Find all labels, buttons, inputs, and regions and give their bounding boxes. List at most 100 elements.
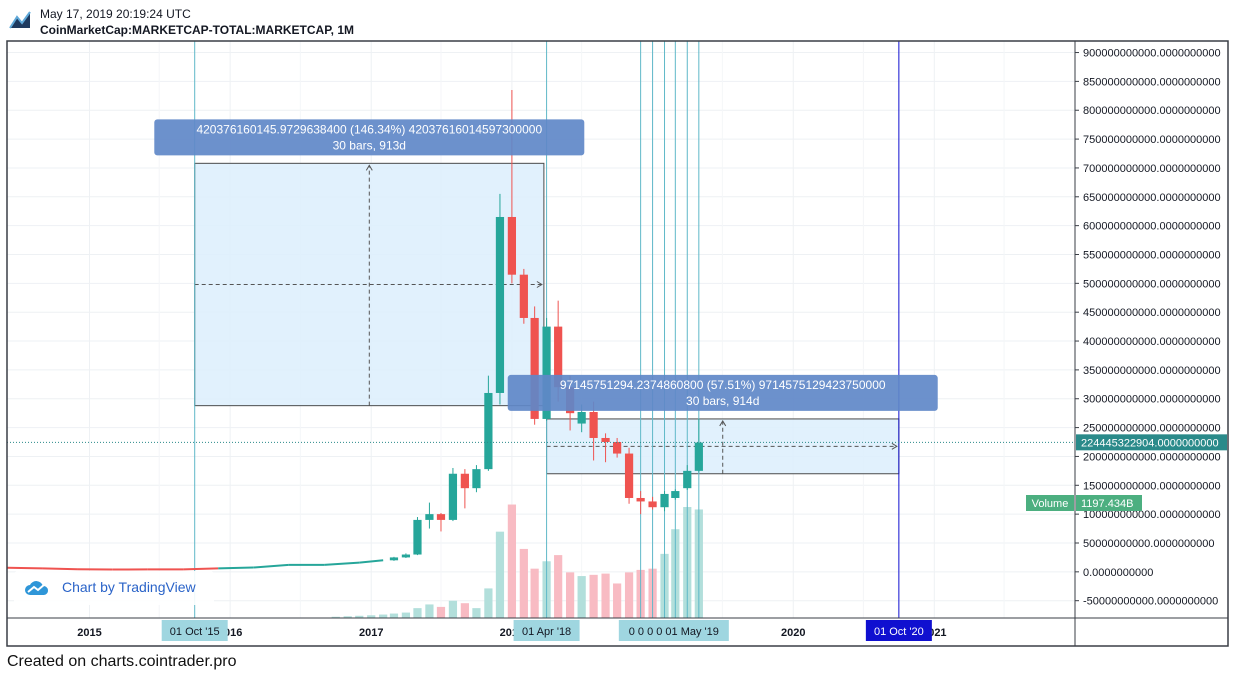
price-series [6, 559, 384, 571]
volume-bar [367, 615, 376, 618]
candle-body [542, 326, 551, 419]
volume-bar [601, 573, 610, 618]
volume-value-label: 1197.434B [1081, 498, 1133, 510]
volume-value-tag [1076, 495, 1142, 511]
volume-bar [613, 583, 622, 618]
volume-bar [554, 555, 563, 618]
series-segment [183, 567, 219, 571]
y-tick-label: 500000000000.0000000000 [1083, 278, 1221, 290]
measure-info-labels: 420376160145.9729638400 (146.34%) 420376… [154, 119, 938, 411]
y-tick-label: 700000000000.0000000000 [1083, 163, 1221, 175]
header-datetime: May 17, 2019 20:19:24 UTC [40, 7, 191, 21]
y-tick-label: 150000000000.0000000000 [1083, 480, 1221, 492]
volume-bar [343, 616, 352, 618]
arrow-up-icon [719, 419, 727, 427]
series-segment [6, 566, 43, 570]
tradingview-branding[interactable]: Chart by TradingView [14, 571, 214, 605]
measure-info-box [154, 119, 585, 156]
volume-bar [436, 606, 446, 618]
date-marker-label: 01 Oct '15 [170, 626, 220, 638]
candle-body [472, 469, 481, 489]
tradingview-cloud-icon [25, 581, 49, 595]
arrow-right-icon [891, 442, 898, 450]
candle-body [554, 326, 563, 388]
candle-body [484, 392, 493, 470]
candle-body [495, 216, 505, 393]
candle-body [507, 216, 517, 275]
x-tick-label: 2020 [781, 627, 805, 639]
candle-body [694, 442, 703, 471]
y-tick-label: 750000000000.0000000000 [1083, 134, 1221, 146]
candle-body [636, 497, 645, 502]
candle-body [519, 274, 528, 318]
y-tick-label: 100000000000.0000000000 [1083, 509, 1221, 521]
volume-bar [495, 531, 505, 618]
chart-header: May 17, 2019 20:19:24 UTC CoinMarketCap:… [0, 0, 1234, 40]
volume-bar [460, 603, 469, 618]
price-chart[interactable]: 420376160145.9729638400 (146.34%) 420376… [0, 40, 1234, 648]
candle-body [671, 491, 680, 498]
x-tick-label: 2017 [359, 627, 383, 639]
x-tick-label: 2015 [77, 627, 101, 639]
volume-bar [577, 576, 586, 618]
volume-bar [355, 615, 364, 618]
y-tick-label: 650000000000.0000000000 [1083, 192, 1221, 204]
current-price-label: 224445322904.0000000000 [1081, 437, 1219, 449]
candle-body [683, 470, 692, 489]
candle-body [460, 473, 469, 489]
series-segment [253, 563, 289, 569]
y-tick-label: 550000000000.0000000000 [1083, 249, 1221, 261]
y-tick-label: 300000000000.0000000000 [1083, 394, 1221, 406]
current-price-tag [1076, 434, 1227, 451]
measure-info-line1: 420376160145.9729638400 (146.34%) 420376… [196, 122, 542, 136]
branding-text[interactable]: Chart by TradingView [62, 579, 196, 595]
candle-body [425, 514, 434, 520]
volume-bar [472, 608, 481, 618]
candles [7, 90, 1075, 561]
arrow-up-icon [365, 164, 373, 171]
candle-body [601, 437, 610, 443]
date-marker-tag [865, 620, 932, 641]
chart-frame [6, 40, 1229, 647]
date-marker-tag [513, 620, 580, 641]
y-tick-label: 0.0000000000 [1083, 567, 1153, 579]
footer-credit: Created on charts.cointrader.pro [7, 653, 237, 670]
y-tick-label: 250000000000.0000000000 [1083, 423, 1221, 435]
volume-bar [624, 572, 634, 618]
series-segment [218, 566, 254, 570]
y-tick-label: 850000000000.0000000000 [1083, 76, 1221, 88]
date-marker-tag [161, 620, 228, 641]
tradingview-logo-icon [8, 8, 32, 32]
measure-boxes[interactable] [194, 162, 900, 475]
volume-bar [331, 616, 340, 618]
volume-bar [425, 604, 434, 618]
candle-body [448, 473, 458, 520]
y-tick-label: 450000000000.0000000000 [1083, 307, 1221, 319]
candle-body [389, 557, 399, 561]
measure-info-line2: 30 bars, 913d [333, 138, 406, 152]
volume-bar [413, 608, 422, 618]
volume-bar [589, 574, 598, 618]
date-markers: 01 Oct '15 01 Apr '18 0 0 0 0 01 May '19 01… [161, 620, 932, 641]
arrow-right-icon [536, 281, 543, 288]
y-tick-label: 900000000000.0000000000 [1083, 48, 1221, 60]
candle-body [436, 514, 446, 520]
header-symbol: CoinMarketCap:MARKETCAP-TOTAL:MARKETCAP,… [40, 23, 355, 37]
candle-body [530, 317, 539, 419]
measure-info-line1: 97145751294.2374860800 (57.51%) 97145751… [560, 378, 886, 392]
volume-name-tag [1026, 495, 1074, 511]
y-tick-label: 200000000000.0000000000 [1083, 451, 1221, 463]
y-tick-label: 600000000000.0000000000 [1083, 221, 1221, 233]
candle-body [613, 442, 622, 454]
y-tick-label: 350000000000.0000000000 [1083, 365, 1221, 377]
y-tick-label: 400000000000.0000000000 [1083, 336, 1221, 348]
volume-bar [519, 548, 528, 618]
date-marker-label: 01 Apr '18 [522, 626, 571, 638]
series-segment [359, 559, 384, 564]
date-marker-label: 01 Oct '20 [874, 626, 924, 638]
measure-info-box [507, 374, 938, 411]
volume-bar [507, 504, 517, 618]
volume-bar [379, 614, 388, 618]
candle-body [413, 519, 422, 555]
candle-body [577, 412, 586, 424]
